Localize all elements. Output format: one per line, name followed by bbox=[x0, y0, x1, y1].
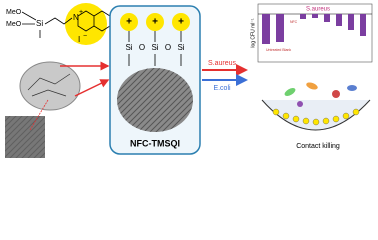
dish bbox=[261, 99, 371, 131]
inset-category: NFC bbox=[290, 20, 298, 24]
nanofiber-texture bbox=[117, 68, 193, 132]
atom-label: Si bbox=[36, 19, 43, 28]
bacteria bbox=[284, 82, 357, 107]
inset-bar bbox=[312, 14, 318, 18]
inset-bar bbox=[300, 14, 306, 19]
bacteria-item bbox=[284, 88, 296, 96]
cation-row-item bbox=[292, 115, 300, 123]
cation-row bbox=[272, 108, 360, 126]
atom-label: Si bbox=[177, 43, 184, 52]
inset-axis-label: log CFU ml⁻¹ bbox=[250, 18, 256, 48]
atom-label: I bbox=[78, 35, 80, 44]
bacteria-item bbox=[347, 85, 357, 91]
cellulose-image bbox=[19, 61, 81, 111]
inset-bar bbox=[324, 14, 330, 22]
cation-row-item bbox=[352, 108, 360, 116]
cation-row-item bbox=[332, 115, 340, 123]
charge: + bbox=[79, 9, 83, 16]
cation-row-item bbox=[282, 112, 290, 120]
box-label: NFC-TMSQI bbox=[130, 138, 180, 148]
bond bbox=[128, 31, 182, 66]
cation-row-item bbox=[272, 108, 280, 116]
cation-row-item bbox=[342, 112, 350, 120]
inset-chart-frame bbox=[257, 3, 373, 63]
bacteria-item bbox=[306, 82, 318, 90]
graphical-abstract: MeO MeO Si N + I − + + + Si O Si O Si NF… bbox=[5, 3, 373, 158]
atom-label: O bbox=[139, 43, 145, 52]
atom-label: O bbox=[165, 43, 171, 52]
atom-label: MeO bbox=[6, 21, 22, 28]
cellulose-chain bbox=[27, 73, 71, 97]
bacteria-item bbox=[332, 90, 340, 98]
inset-bar bbox=[336, 14, 342, 26]
atom-label: N bbox=[73, 13, 79, 22]
inset-bar bbox=[348, 14, 354, 30]
cation-row-item bbox=[302, 117, 310, 125]
atom-label: MeO bbox=[6, 9, 22, 16]
cation-row-item bbox=[312, 118, 320, 126]
inset-bar bbox=[276, 14, 284, 42]
highlight-circle bbox=[65, 3, 107, 45]
charge: + bbox=[126, 17, 132, 28]
bond bbox=[21, 11, 73, 38]
inset-bar bbox=[360, 14, 366, 36]
atom-label: Si bbox=[125, 43, 132, 52]
atom-label: Si bbox=[151, 43, 158, 52]
cation-row-item bbox=[322, 117, 330, 125]
charge: + bbox=[178, 17, 184, 28]
cation-circle bbox=[172, 13, 190, 31]
inset-title: S.aureus bbox=[306, 7, 330, 13]
sem-texture bbox=[5, 116, 45, 158]
caption: Contact killing bbox=[296, 143, 340, 150]
arrow bbox=[74, 79, 110, 97]
cation-circle bbox=[120, 13, 138, 31]
arrow-label: S.aureus bbox=[208, 60, 237, 67]
charge: + bbox=[152, 17, 158, 28]
cation-circle bbox=[146, 13, 164, 31]
inset-bar bbox=[262, 14, 270, 44]
charge: − bbox=[83, 33, 87, 40]
inset-category: Untreated Blank bbox=[266, 48, 291, 52]
bacteria-item bbox=[297, 101, 303, 107]
arrow-label: E.coli bbox=[213, 85, 231, 92]
